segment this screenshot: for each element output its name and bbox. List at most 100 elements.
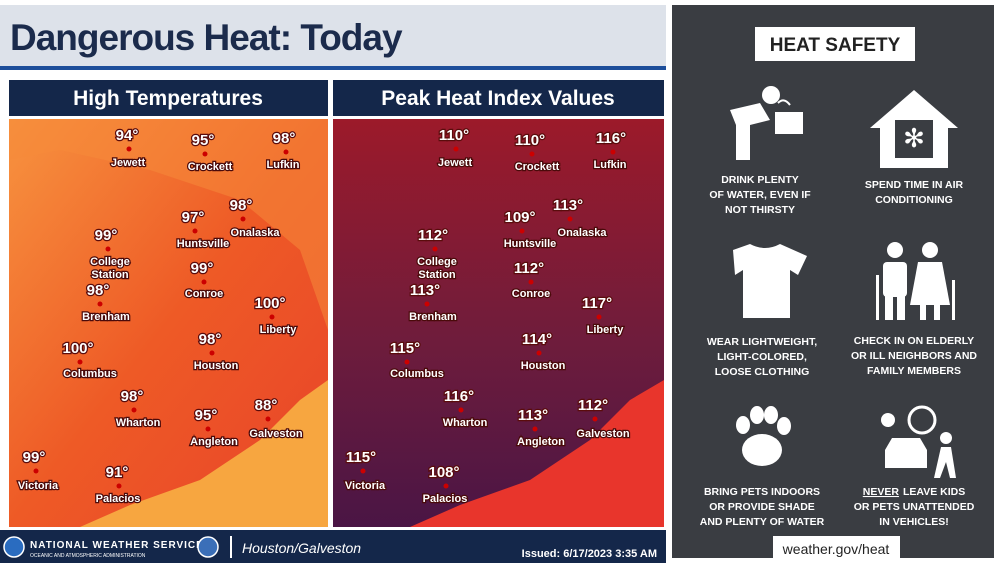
city-dot — [432, 246, 438, 252]
city-temp: 95° — [195, 407, 218, 424]
city-dot — [424, 301, 430, 307]
city-name: Lufkin — [267, 159, 300, 171]
city-temp: 97° — [182, 209, 205, 226]
city-temp: 109° — [504, 209, 535, 226]
city-name: Angleton — [190, 436, 238, 448]
nws-logo — [197, 536, 219, 558]
safety-text: NOT THIRSTY — [725, 204, 795, 216]
panel-title: High Temperatures — [73, 87, 263, 110]
city-name: Crockett — [188, 161, 233, 173]
panel-title: Peak Heat Index Values — [381, 87, 614, 110]
link-box — [773, 536, 900, 560]
panel-header — [9, 80, 328, 116]
city-name: Crockett — [515, 161, 560, 173]
city-name: Houston — [521, 360, 566, 372]
safety-text: NEVER LEAVE KIDS — [863, 486, 965, 498]
city-temp: 112° — [578, 397, 608, 414]
city-temp: 88° — [255, 397, 278, 414]
city-name: Galveston — [576, 428, 629, 440]
agency-sub: OCEANIC AND ATMOSPHERIC ADMINISTRATION — [30, 553, 146, 559]
divider — [230, 536, 232, 558]
safety-title: HEAT SAFETY — [770, 35, 901, 56]
city-dot — [283, 149, 289, 155]
title: Dangerous Heat: Today — [10, 17, 403, 58]
city-dot — [265, 416, 271, 422]
city-name: Jewett — [111, 157, 146, 169]
city-name: Palacios — [423, 493, 468, 505]
safety-text: LIGHT-COLORED, — [717, 351, 807, 363]
city-dot — [519, 228, 525, 234]
city-temp: 99° — [95, 227, 118, 244]
city-name: Conroe — [512, 288, 551, 300]
city-temp: 100° — [62, 340, 93, 357]
city-temp: 115° — [390, 340, 420, 357]
safety-panel — [672, 5, 994, 558]
safety-text: WEAR LIGHTWEIGHT, — [707, 336, 817, 348]
city-name: Conroe — [185, 288, 224, 300]
panel-header — [333, 80, 664, 116]
city-name: Columbus — [390, 368, 444, 380]
safety-title-box — [755, 27, 915, 61]
city-temp: 99° — [191, 260, 214, 277]
safety-text: IN VEHICLES! — [879, 516, 948, 528]
city-name: Huntsville — [504, 238, 557, 250]
city-name: Onalaska — [231, 227, 281, 239]
city-name: Jewett — [438, 157, 473, 169]
agency: NATIONAL WEATHER SERVICE — [30, 540, 204, 551]
safety-text: CHECK IN ON ELDERLY — [854, 335, 974, 347]
safety-link[interactable]: weather.gov/heat — [782, 541, 890, 557]
city-dot — [209, 350, 215, 356]
city-temp: 113° — [518, 407, 548, 424]
safety-text: AND PLENTY OF WATER — [700, 516, 825, 528]
city-dot — [126, 146, 132, 152]
city-name: Brenham — [82, 311, 130, 323]
city-name: Wharton — [443, 417, 488, 429]
city-name: Onalaska — [558, 227, 608, 239]
city-temp: 112° — [418, 227, 448, 244]
city-temp: 117° — [582, 295, 612, 312]
city-temp: 99° — [23, 449, 46, 466]
city-dot — [458, 407, 464, 413]
safety-text: OR ILL NEIGHBORS AND — [851, 350, 977, 362]
city-temp: 108° — [428, 464, 459, 481]
city-dot — [443, 483, 449, 489]
city-temp: 110° — [439, 127, 469, 144]
title-rule — [0, 66, 666, 70]
city-dot — [240, 216, 246, 222]
city-temp: 116° — [444, 388, 474, 405]
city-dot — [567, 216, 573, 222]
city-dot — [131, 407, 137, 413]
issued: Issued: 6/17/2023 3:35 AM — [522, 548, 657, 560]
gulf — [80, 380, 328, 527]
city-dot — [453, 146, 459, 152]
city-temp: 115° — [346, 449, 376, 466]
city-temp: 94° — [116, 127, 139, 144]
city-dot — [105, 246, 111, 252]
city-name: Wharton — [116, 417, 161, 429]
city-name: Huntsville — [177, 238, 230, 250]
city-dot — [116, 483, 122, 489]
office: Houston/Galveston — [242, 540, 361, 556]
city-dot — [192, 228, 198, 234]
city-name: Victoria — [345, 480, 386, 492]
city-dot — [536, 350, 542, 356]
city-name: Galveston — [249, 428, 302, 440]
city-name: College Station — [90, 256, 130, 281]
city-temp: 98° — [273, 130, 296, 147]
icons: ✻ — [730, 86, 958, 478]
city-dot — [528, 279, 534, 285]
city-name: Angleton — [517, 436, 565, 448]
city-dot — [97, 301, 103, 307]
city-temp: 100° — [254, 295, 285, 312]
city-dot — [592, 416, 598, 422]
city-temp: 113° — [410, 282, 440, 299]
city-name: Columbus — [63, 368, 117, 380]
map-zone — [9, 119, 328, 330]
city-temp: 95° — [192, 132, 215, 149]
city-name: Palacios — [96, 493, 141, 505]
city-temp: 91° — [106, 464, 129, 481]
safety-text: OR PETS UNATTENDED — [854, 501, 975, 513]
safety-text: CONDITIONING — [875, 194, 953, 206]
city-dot — [202, 151, 208, 157]
